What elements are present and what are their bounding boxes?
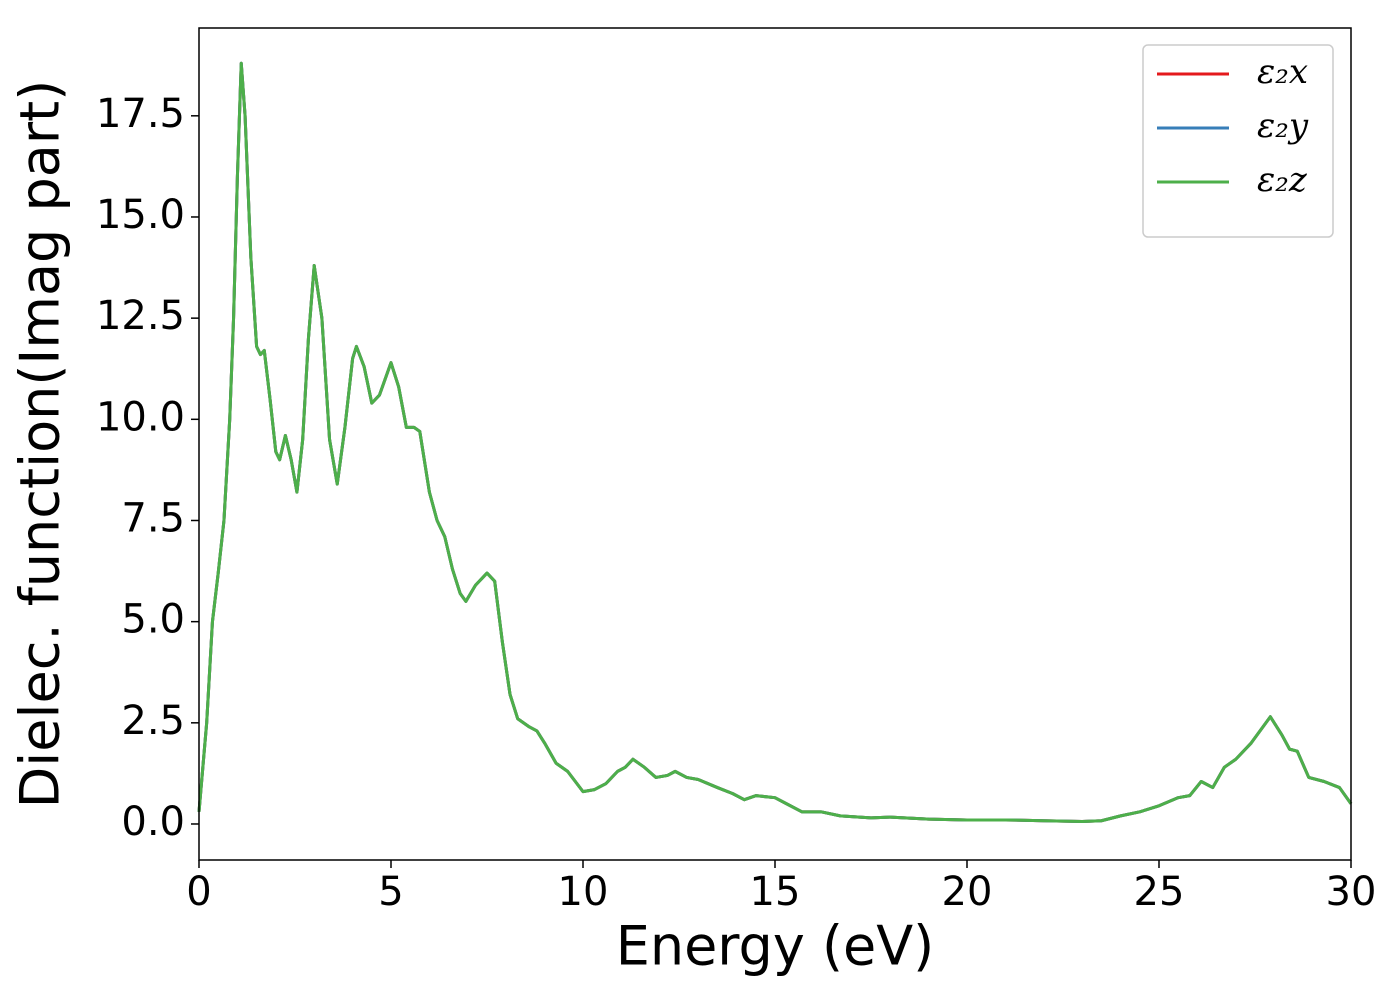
y-tick-label: 5.0 [121, 597, 185, 643]
y-tick-label: 17.5 [96, 91, 185, 137]
legend: ε₂x ε₂y ε₂z [1142, 44, 1334, 238]
x-tick-label: 10 [558, 869, 609, 915]
y-tick-label: 10.0 [96, 394, 185, 440]
y-tick-label: 7.5 [121, 495, 185, 541]
line-series [197, 61, 1353, 824]
x-tick-label: 5 [378, 869, 403, 915]
y-tick-label: 15.0 [96, 192, 185, 238]
legend-label: ε₂z [1257, 160, 1308, 200]
x-tick-label: 20 [942, 869, 993, 915]
legend-label: ε₂x [1257, 52, 1308, 92]
legend-label: ε₂y [1257, 106, 1309, 146]
y-tick-label: 12.5 [96, 293, 185, 339]
plot-frame [198, 27, 1352, 861]
x-axis-label: Energy (eV) [616, 915, 935, 978]
y-tick-label: 2.5 [121, 698, 185, 744]
y-axis-label: Dielec. function(Imag part) [9, 80, 72, 809]
y-tick-label: 0.0 [121, 799, 185, 845]
x-tick-label: 25 [1134, 869, 1185, 915]
legend-box [1142, 44, 1334, 238]
x-tick-label: 15 [750, 869, 801, 915]
x-tick-label: 0 [186, 869, 211, 915]
x-tick-label: 30 [1326, 869, 1377, 915]
